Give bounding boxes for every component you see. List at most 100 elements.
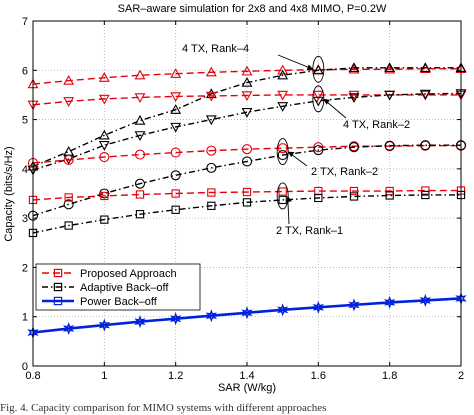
- legend-box: [35, 263, 201, 311]
- legend-label: Proposed Approach: [80, 268, 177, 280]
- data-point: [170, 68, 182, 78]
- data-point: [312, 300, 324, 314]
- y-tick-label: 5: [22, 115, 28, 127]
- series-power-backoff-power: [27, 291, 467, 340]
- data-point: [134, 93, 146, 104]
- data-point: [348, 90, 360, 101]
- data-point: [384, 295, 396, 309]
- data-point: [420, 140, 431, 151]
- data-point: [63, 322, 75, 336]
- data-point: [349, 192, 359, 201]
- y-tick-label: 0: [22, 361, 28, 373]
- legend-entry: Power Back–off: [42, 296, 158, 308]
- data-point: [205, 309, 217, 323]
- data-point: [277, 143, 288, 154]
- y-tick-label: 2: [22, 262, 28, 274]
- data-point: [99, 151, 110, 163]
- data-point: [170, 104, 182, 114]
- annotation-arrowhead: [306, 64, 314, 71]
- data-point: [207, 201, 216, 210]
- data-point: [277, 69, 289, 80]
- data-point: [348, 142, 360, 153]
- data-point: [205, 88, 217, 99]
- y-tick-label: 4: [22, 164, 28, 176]
- data-point: [421, 186, 430, 195]
- data-point: [384, 90, 396, 101]
- data-point: [313, 142, 324, 153]
- data-point: [98, 141, 110, 151]
- data-point: [99, 188, 110, 199]
- annotations: 4 TX, Rank–4 4 TX, Rank–2 2 TX, Rank–2 2 TX…: [182, 43, 410, 237]
- x-tick-label: 1: [101, 370, 107, 382]
- data-point: [314, 193, 323, 203]
- data-point: [206, 162, 217, 173]
- legend-entry: Proposed Approach: [42, 268, 177, 280]
- annotation: 2 TX, Rank–2: [276, 138, 378, 178]
- annotation-arrowhead: [286, 195, 292, 203]
- data-point: [277, 150, 288, 161]
- series-line: [32, 144, 461, 217]
- y-tick-label: 3: [22, 213, 28, 225]
- data-point: [171, 205, 180, 214]
- annotation-label: 2 TX, Rank–2: [311, 166, 378, 178]
- y-tick-label: 7: [22, 16, 28, 28]
- data-point: [98, 72, 110, 82]
- y-tick-label: 1: [22, 312, 28, 324]
- data-point: [277, 303, 289, 317]
- annotation-label: 4 TX, Rank–2: [343, 119, 410, 131]
- data-point: [63, 154, 74, 166]
- x-tick-label: 2: [458, 370, 464, 382]
- data-point: [134, 69, 146, 80]
- data-point: [241, 65, 253, 76]
- data-point: [63, 75, 75, 85]
- data-point: [98, 129, 110, 140]
- annotation-label: 2 TX, Rank–1: [276, 225, 343, 237]
- annotation-ellipse: [276, 138, 289, 166]
- capacity-chart: SAR–aware simulation for 2x8 and 4x8 MIM…: [3, 3, 467, 394]
- data-point: [135, 190, 145, 199]
- annotation-label: 4 TX, Rank–4: [182, 43, 249, 55]
- series-line: [32, 68, 461, 85]
- data-point: [134, 114, 146, 125]
- series-line: [32, 297, 462, 334]
- data-point: [207, 188, 216, 197]
- data-point: [278, 195, 287, 205]
- data-point: [205, 115, 217, 126]
- series-line: [32, 92, 462, 171]
- data-point: [241, 306, 253, 320]
- data-point: [134, 149, 146, 160]
- annotation: 2 TX, Rank–1: [276, 182, 343, 237]
- x-tick-label: 1.2: [168, 370, 183, 382]
- data-point: [205, 66, 217, 77]
- data-point: [348, 93, 360, 104]
- data-point: [134, 315, 146, 329]
- x-tick-label: 1.8: [382, 370, 397, 382]
- data-point: [63, 199, 74, 210]
- series-4tx-rank2-proposed: [27, 90, 467, 111]
- data-point: [100, 215, 109, 224]
- data-point: [349, 186, 359, 196]
- legend: Proposed Approach Adaptive Back–off Power …: [35, 263, 201, 311]
- data-point: [170, 122, 182, 133]
- data-point: [242, 187, 252, 197]
- data-point: [170, 312, 182, 326]
- legend-marker: [53, 296, 63, 306]
- data-point: [241, 76, 253, 87]
- data-point: [419, 89, 431, 100]
- axis-ticks: 0.8 1 1.2 1.4 1.6 1.8 2 0 1 2 3 4 5 6 7: [22, 16, 464, 382]
- data-point: [312, 96, 324, 107]
- data-point: [313, 145, 324, 156]
- legend-label: Power Back–off: [80, 296, 158, 308]
- annotation: 4 TX, Rank–2: [312, 85, 410, 131]
- data-point: [170, 170, 181, 181]
- data-point: [421, 190, 430, 200]
- data-point: [241, 156, 253, 167]
- data-point: [278, 187, 287, 196]
- data-point: [134, 131, 146, 141]
- data-point: [348, 62, 360, 72]
- legend-entry: Adaptive Back–off: [42, 282, 169, 294]
- x-tick-label: 1.6: [311, 370, 326, 382]
- series-line: [32, 67, 461, 168]
- annotation-arrowhead: [287, 151, 295, 158]
- data-point: [384, 62, 396, 72]
